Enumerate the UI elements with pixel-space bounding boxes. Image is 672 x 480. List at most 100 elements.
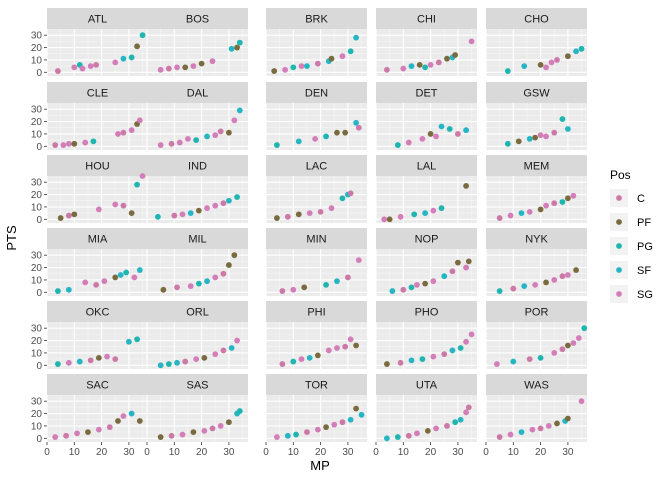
data-point-pf bbox=[274, 215, 280, 221]
facet-label: ATL bbox=[88, 14, 107, 26]
facet-label: HOU bbox=[85, 161, 110, 173]
data-point-pg bbox=[559, 116, 566, 122]
data-point-pf bbox=[537, 206, 544, 213]
data-point-c bbox=[384, 66, 390, 73]
data-point-pf bbox=[314, 352, 321, 359]
data-point-c bbox=[120, 202, 127, 209]
facet-panel-ind: IND bbox=[146, 155, 248, 223]
facet-strip bbox=[486, 155, 587, 176]
data-point-c bbox=[435, 59, 442, 66]
data-point-sg bbox=[82, 139, 89, 146]
data-point-c bbox=[347, 190, 354, 197]
facet-panel-brk: BRK bbox=[265, 8, 367, 76]
y-tick-label: 30 bbox=[31, 397, 43, 408]
data-point-sf bbox=[353, 119, 359, 126]
facet-label: MIL bbox=[188, 234, 206, 246]
data-point-sg bbox=[334, 345, 340, 351]
y-tick-label: 10 bbox=[31, 55, 43, 66]
data-point-sg bbox=[339, 53, 346, 60]
data-point-sg bbox=[193, 356, 200, 363]
data-point-sg bbox=[139, 173, 146, 179]
facet-panel-orl: ORL bbox=[146, 301, 248, 369]
data-point-pg bbox=[293, 431, 299, 438]
data-point-sg bbox=[190, 63, 197, 70]
data-point-sg bbox=[529, 426, 536, 433]
data-point-sg bbox=[136, 117, 143, 124]
data-point-sf bbox=[518, 210, 525, 217]
y-tick-label: 30 bbox=[31, 178, 43, 189]
data-point-c bbox=[209, 425, 216, 432]
data-point-c bbox=[106, 424, 113, 431]
y-tick-label: 30 bbox=[31, 31, 43, 42]
facet-panel-lac: LAC bbox=[265, 155, 367, 223]
data-point-pg bbox=[236, 39, 243, 46]
data-point-sg bbox=[212, 202, 219, 209]
facet-label: BRK bbox=[305, 14, 328, 26]
x-tick-label: 0 bbox=[483, 447, 489, 458]
data-point-pf bbox=[334, 129, 340, 136]
facet-panel-gsw: GSW bbox=[485, 82, 587, 150]
data-point-pg bbox=[446, 126, 453, 132]
data-point-sg bbox=[65, 359, 72, 366]
data-point-pg bbox=[394, 434, 401, 440]
data-point-sg bbox=[548, 59, 555, 66]
data-point-sf bbox=[384, 435, 390, 442]
facet-label: MIN bbox=[306, 234, 326, 246]
data-point-c bbox=[339, 419, 346, 426]
facet-label: TOR bbox=[305, 380, 328, 392]
data-point-sf bbox=[422, 210, 429, 217]
data-point-sg bbox=[405, 139, 412, 146]
facet-panel-den: DEN bbox=[265, 82, 367, 150]
data-point-sg bbox=[104, 353, 110, 360]
facet-label: MIA bbox=[88, 234, 108, 246]
y-tick-label: 20 bbox=[31, 117, 43, 128]
data-point-pf bbox=[234, 44, 240, 51]
data-point-pf bbox=[201, 354, 208, 361]
data-point-pf bbox=[537, 61, 544, 68]
facet-strip bbox=[47, 374, 148, 395]
data-point-sg bbox=[209, 58, 216, 65]
facet-strip bbox=[266, 301, 367, 322]
facet-panel-lal: LAL bbox=[375, 155, 477, 223]
data-point-pg bbox=[123, 269, 130, 276]
y-tick-label: 0 bbox=[36, 361, 42, 372]
facet-label: LAL bbox=[417, 161, 437, 173]
data-point-pf bbox=[128, 210, 135, 217]
data-point-sf bbox=[76, 358, 83, 365]
data-point-c bbox=[405, 432, 412, 439]
panel-background bbox=[47, 103, 148, 150]
data-point-pf bbox=[57, 215, 64, 221]
legend-label-sg: SG bbox=[637, 289, 653, 301]
facet-strip bbox=[47, 155, 148, 176]
data-point-pg bbox=[504, 68, 511, 74]
data-point-sf bbox=[174, 359, 180, 366]
facet-strip bbox=[376, 82, 477, 103]
data-point-sf bbox=[353, 34, 359, 41]
panel-background bbox=[47, 29, 148, 76]
data-point-c bbox=[449, 268, 456, 275]
data-point-c bbox=[52, 142, 59, 148]
data-point-sf bbox=[204, 133, 210, 140]
data-point-pg bbox=[496, 288, 503, 294]
facet-panel-cho: CHO bbox=[485, 8, 587, 76]
data-point-sg bbox=[414, 430, 420, 437]
data-point-pf bbox=[157, 434, 164, 440]
panel-background bbox=[376, 249, 477, 296]
facet-strip bbox=[147, 301, 248, 322]
data-point-c bbox=[55, 68, 61, 74]
panel-background bbox=[376, 103, 477, 150]
data-point-c bbox=[168, 432, 175, 439]
facet-label: SAC bbox=[86, 380, 109, 392]
data-point-c bbox=[220, 347, 227, 354]
data-point-c bbox=[559, 273, 566, 280]
legend-marker-sg bbox=[616, 291, 622, 297]
data-point-sf bbox=[526, 135, 533, 142]
data-point-sg bbox=[298, 63, 305, 70]
legend-marker-pf bbox=[616, 219, 622, 225]
data-point-sg bbox=[532, 281, 539, 288]
data-point-sg bbox=[570, 192, 577, 199]
data-point-pf bbox=[115, 418, 121, 424]
data-point-sf bbox=[521, 63, 528, 70]
data-point-pf bbox=[85, 429, 91, 436]
facet-label: SAS bbox=[186, 380, 208, 392]
